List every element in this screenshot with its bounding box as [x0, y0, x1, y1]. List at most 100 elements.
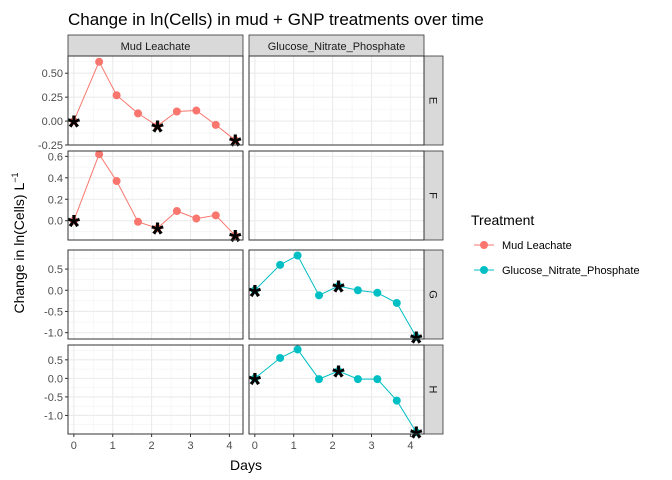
x-tick-label: 3: [368, 440, 374, 452]
legend: Treatment Mud Leachate Glucose_Nitrate_Ph…: [471, 212, 640, 277]
x-axis-title: Days: [230, 457, 262, 473]
data-point: [392, 298, 401, 307]
asterisk-marker: *: [332, 359, 345, 395]
data-point: [315, 375, 323, 384]
y-tick-label: -1.0: [44, 410, 63, 422]
y-tick-label: -0.25: [38, 140, 63, 152]
panel-border: [67, 249, 244, 340]
x-tick-label: 4: [226, 440, 232, 452]
asterisk-marker: *: [151, 114, 164, 150]
data-point: [250, 374, 259, 383]
panel-border: [248, 344, 425, 435]
y-tick-label: 0.0: [48, 216, 63, 228]
panel-background: [68, 56, 243, 145]
asterisk-marker: *: [332, 274, 345, 310]
y-tick-label: 0.5: [48, 355, 63, 367]
y-tick-label: -1.0: [44, 328, 63, 340]
y-tick-label: 0.25: [42, 92, 63, 104]
data-point: [276, 353, 285, 362]
y-tick-label: 0.5: [48, 264, 63, 276]
data-point: [211, 120, 220, 129]
legend-title: Treatment: [471, 212, 534, 228]
data-point: [134, 217, 142, 226]
panel-background: [249, 151, 424, 240]
data-point: [231, 231, 240, 240]
chart-title: Change in ln(Cells) in mud + GNP treatme…: [68, 10, 484, 29]
data-point: [134, 109, 142, 118]
x-tick-label: 0: [252, 440, 258, 452]
panel-border: [248, 249, 425, 340]
asterisk-marker: *: [68, 209, 81, 245]
row-strip-label: H: [427, 386, 439, 394]
data-point: [231, 136, 240, 145]
y-tick-label: 0.00: [42, 116, 63, 128]
panel-border: [67, 55, 244, 146]
data-point: [69, 216, 78, 225]
data-point: [353, 286, 362, 295]
data-point: [334, 282, 343, 291]
row-strip-label: G: [427, 290, 439, 299]
data-point: [392, 396, 401, 405]
x-tick-label: 1: [110, 440, 116, 452]
data-point: [95, 150, 104, 159]
legend-label: Glucose_Nitrate_Phosphate: [502, 265, 640, 277]
x-tick-label: 1: [291, 440, 297, 452]
y-axis-title: Change in ln(Cells) L−1: [10, 173, 27, 314]
panel-background: [249, 56, 424, 145]
data-point: [211, 211, 220, 220]
data-point: [95, 57, 104, 66]
y-axis-title-superscript: −1: [10, 173, 20, 183]
data-point: [373, 288, 382, 297]
data-point: [293, 345, 302, 354]
x-tick-label: 2: [149, 440, 155, 452]
data-point: [373, 375, 382, 384]
data-point: [293, 251, 302, 260]
panel-border: [248, 150, 425, 241]
y-tick-label: 0.0: [48, 373, 63, 385]
y-tick-label: 0.4: [48, 173, 63, 185]
legend-label: Mud Leachate: [502, 240, 572, 252]
panel-background: [68, 250, 243, 339]
data-point: [353, 375, 362, 384]
data-point: [250, 286, 259, 295]
asterisk-marker: *: [410, 420, 423, 456]
data-point: [192, 214, 201, 223]
data-point: [276, 260, 285, 269]
facet-grid: Mud Leachate Glucose_Nitrate_Phosphate E * *…: [38, 34, 444, 456]
x-tick-label: 4: [407, 440, 413, 452]
data-point: [112, 177, 121, 186]
data-point: [315, 291, 323, 300]
x-tick-label: 0: [71, 440, 77, 452]
asterisk-marker: *: [68, 109, 81, 145]
y-tick-label: 0.2: [48, 194, 63, 206]
row-strip-label: F: [427, 192, 439, 199]
data-point: [334, 366, 343, 375]
y-tick-label: -0.5: [44, 392, 63, 404]
column-strip-label: Glucose_Nitrate_Phosphate: [268, 41, 406, 53]
data-point: [153, 224, 162, 233]
y-axis-title-main: Change in ln(Cells) L: [11, 183, 27, 314]
legend-key-point: [480, 266, 488, 274]
panel-background: [68, 345, 243, 434]
y-tick-label: 0.0: [48, 285, 63, 297]
asterisk-marker: *: [151, 216, 164, 252]
column-strip-label: Mud Leachate: [121, 41, 191, 53]
x-tick-label: 2: [330, 440, 336, 452]
data-point: [172, 207, 181, 216]
row-strip-label: E: [427, 97, 439, 104]
x-tick-label: 3: [187, 440, 193, 452]
asterisk-marker: *: [249, 278, 262, 314]
data-point: [69, 117, 78, 126]
y-tick-label: 0.6: [48, 151, 63, 163]
data-point: [192, 106, 201, 115]
data-point: [153, 121, 162, 130]
panel-border: [67, 344, 244, 435]
y-tick-label: 0.50: [42, 68, 63, 80]
data-point: [112, 91, 121, 100]
legend-key-point: [480, 241, 488, 249]
asterisk-marker: *: [249, 366, 262, 402]
y-tick-label: -0.5: [44, 306, 63, 318]
panel-border: [248, 55, 425, 146]
data-point: [172, 107, 181, 116]
